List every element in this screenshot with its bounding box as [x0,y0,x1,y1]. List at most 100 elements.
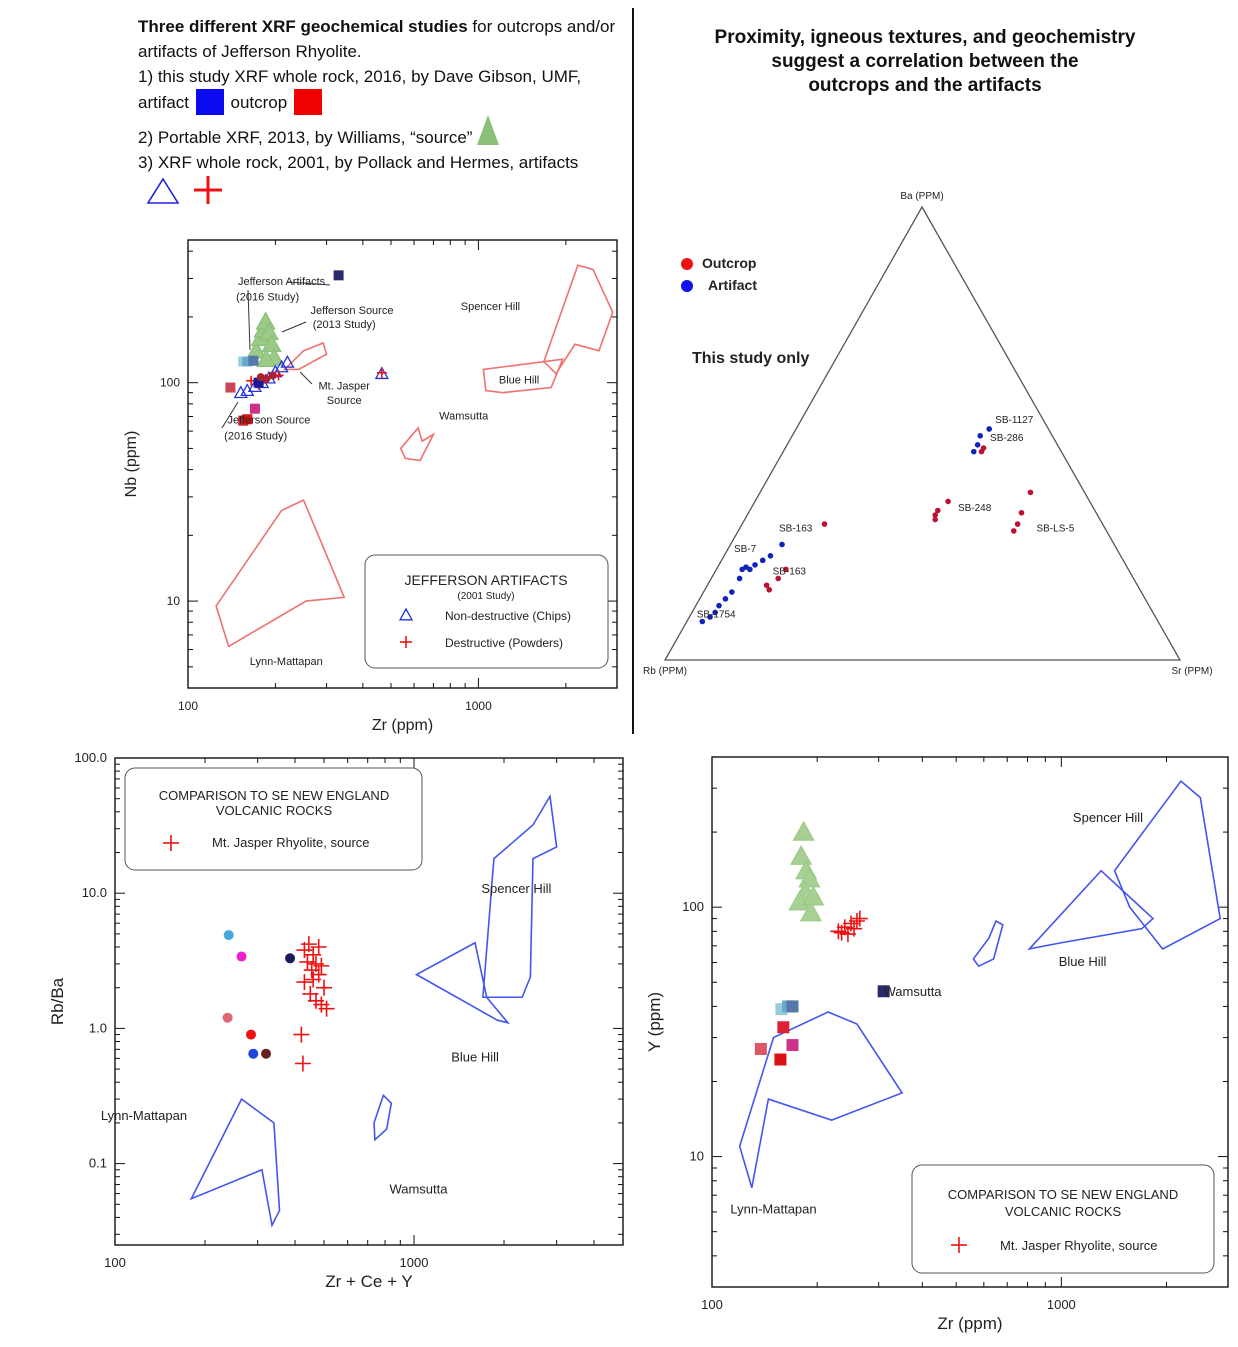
sample-2016-square [333,270,344,281]
field-polygon [1027,869,1155,951]
legend-title: COMPARISON TO SE NEW ENGLAND [948,1187,1178,1202]
intro-title-rest: for outcrops and/or artifacts of Jeffers… [138,17,616,61]
leader-line [247,289,251,351]
sample-square [786,1000,799,1013]
x-tick-label: 1000 [400,1255,429,1270]
sample-label: SB-248 [958,503,992,514]
artifact-point [739,566,745,573]
sample-2016-square [242,356,253,367]
legend-title: JEFFERSON ARTIFACTS [404,572,567,588]
outcrop-point [783,566,789,573]
field-polygon [189,1097,281,1228]
source-2013-marker [790,844,813,865]
y-axis-label: Y (ppm) [645,992,664,1052]
sample-2016-square [249,403,260,414]
artifact-point [736,575,743,582]
sample-dot [223,930,234,941]
artifact-point [977,432,983,439]
leader-line [299,371,313,385]
sample-dot [261,1048,272,1059]
artifact-point [986,426,992,432]
intro-line1a: 1) this study XRF whole rock, 2016, by D… [138,67,582,112]
plot-frame [187,239,618,689]
field-label: Spencer Hill [481,881,551,896]
artifact-point [716,602,722,609]
leader-line [287,281,331,286]
source-cross [293,1026,310,1043]
field-polygon [738,1011,904,1188]
sample-label: SB-286 [990,433,1024,444]
y-tick-label: 100 [160,376,180,390]
legend-cross-marker [163,835,179,851]
field-label: Lynn-Mattapan [250,656,323,668]
field-polygon [542,264,614,375]
intro-line3: 3) XRF whole rock, 2001, by Pollack and … [138,153,579,172]
artifact-point [707,614,713,620]
legend-artifact-label: Artifact [708,277,757,293]
x-tick-label: 100 [104,1255,126,1270]
sample-label: SB-163 [773,567,807,578]
source-cross [300,936,317,953]
source-2013-marker [799,901,823,922]
y-tick-label: 10.0 [82,885,107,900]
field-polygon [282,341,328,371]
sample-dot [248,1048,259,1059]
sample-dot [285,953,296,964]
y-tick-label: 100 [682,899,704,914]
source-cross [299,953,316,970]
outcrop-point [766,586,773,593]
source-cross [313,957,330,974]
field-label: (2016 Study) [224,430,287,442]
sample-label: SB-1754 [697,610,736,621]
sample-label: SB-7 [734,544,757,555]
field-polygon [972,919,1004,968]
sample-2016-square [242,414,253,425]
source-cross [318,1000,335,1017]
powder-2001-marker [376,367,387,378]
right-title-line: Proximity, igneous textures, and geochem… [714,27,1136,48]
vertex-label: Ba (PPM) [900,191,943,202]
sample-square [777,1021,790,1034]
artifact-point [712,609,718,616]
legend-subtitle: VOLCANIC ROCKS [216,803,333,818]
right-title-line: outcrops and the artifacts [808,75,1042,96]
outcrop-point [763,582,770,589]
outcrop-point [932,512,939,518]
artifact-swatch-icon [195,89,224,115]
panel-divider [632,8,634,734]
source-cross [833,924,850,941]
plot-frame [114,757,624,1246]
source-2013-marker [798,867,821,888]
x-tick-label: 1000 [1047,1297,1076,1312]
field-polygon [414,941,511,1025]
legend-cross-marker [951,1237,967,1253]
sample-2016-square [253,377,264,388]
outcrop-point [775,575,782,582]
source-cross [851,910,868,927]
field-label: Lynn-Mattapan [101,1108,187,1123]
field-label: Jefferson Artifacts [238,276,326,288]
source-cross [848,913,865,930]
legend-item: Mt. Jasper Rhyolite, source [212,835,370,850]
sample-dot [246,1029,257,1040]
right-title: Proximity, igneous textures, and geochem… [660,26,1190,98]
y-tick-label: 1.0 [89,1020,107,1035]
outcrop-point [945,498,951,505]
artifact-point [779,541,785,548]
intro-text: Three different XRF geochemical studies … [138,14,618,205]
y-axis-label: Rb/Ba [48,977,67,1025]
field-polygon [1113,780,1222,950]
x-axis-label: Zr + Ce + Y [325,1272,413,1291]
field-label: Wamsutta [884,984,943,999]
source-cross [830,923,847,940]
sample-square [877,985,890,998]
source-triangle-icon [477,115,500,145]
outcrop-point [934,507,941,514]
outcrop-point [1027,489,1034,496]
field-label: Mt. Jasper [319,381,371,393]
legend-outcrop-dot [681,258,693,270]
source-cross [303,962,320,979]
field-label: Wamsutta [389,1182,448,1197]
artifact-point [722,596,729,602]
field-label: Source [327,395,362,407]
